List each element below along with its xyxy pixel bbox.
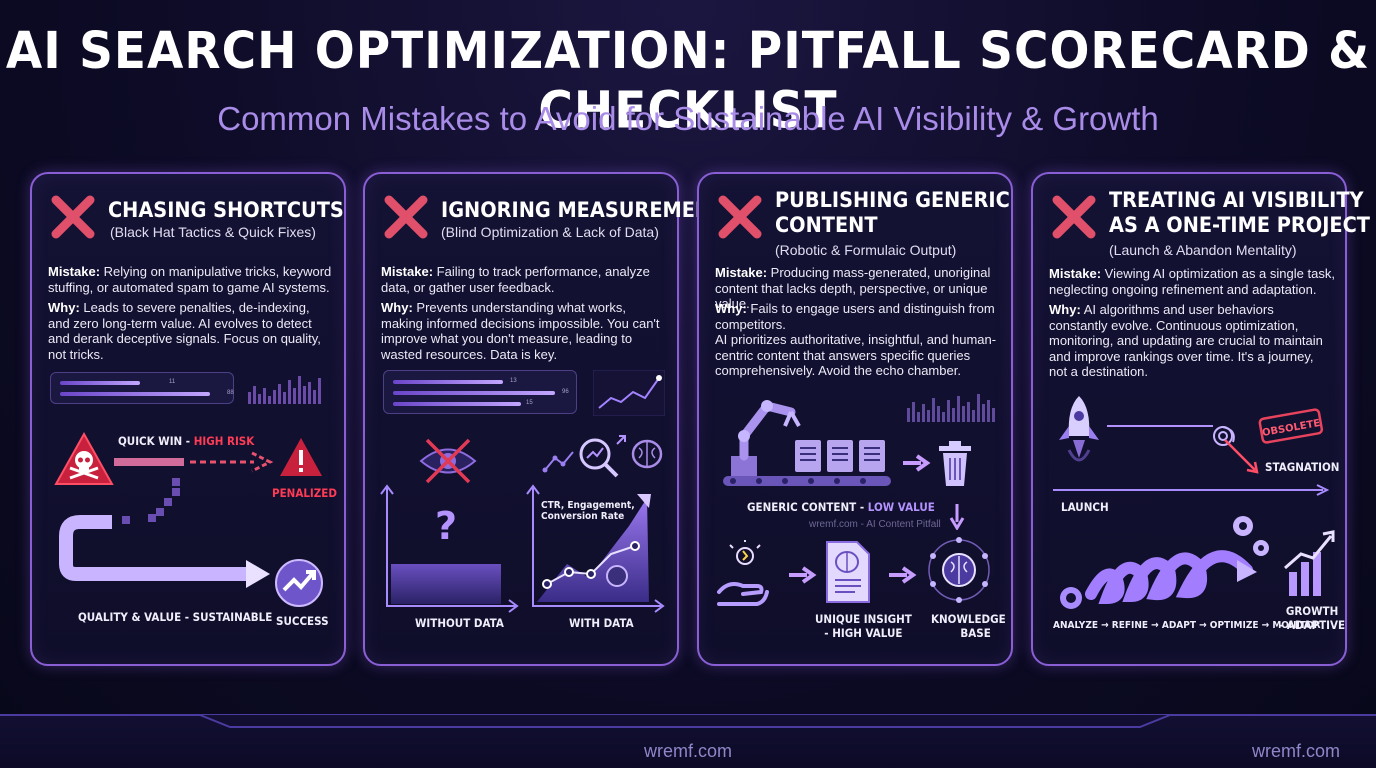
arrow-right-icon [903, 454, 931, 472]
x-mark-icon [718, 195, 762, 239]
growth-label: GROWTH - ADAPTIVE [1279, 604, 1346, 632]
with-data-chart [526, 484, 665, 613]
footer-url-right[interactable]: wremf.com [1252, 741, 1341, 761]
card-subtitle: (Blind Optimization & Lack of Data) [441, 224, 659, 240]
mistake-text: Mistake: Relying on manipulative tricks,… [48, 264, 332, 295]
footer: wremf.com wremf.com [0, 714, 1376, 768]
arrow-right-icon [889, 566, 917, 584]
stagnation-path [1107, 425, 1259, 474]
penalized-label: PENALIZED [272, 486, 337, 500]
mini-bar-chart: 13 96 15 [383, 370, 577, 414]
arrow-down-icon [949, 504, 965, 530]
x-mark-icon [1052, 195, 1096, 239]
card-ignoring-measurement: IGNORING MEASUREMENT (Blind Optimization… [363, 172, 724, 666]
blind-eye-icon [419, 438, 477, 484]
sparkline-bars-icon [907, 394, 995, 422]
mistake-text: Mistake: Producing mass-generated, unori… [715, 265, 991, 311]
generic-content-label: GENERIC CONTENT - LOW VALUE [747, 500, 935, 514]
card-title: IGNORING MEASUREMENT [441, 198, 725, 222]
footer-url-center[interactable]: wremf.com [644, 741, 733, 761]
warning-icon [280, 438, 322, 476]
mistake-text: Mistake: Viewing AI optimization as a si… [1049, 266, 1335, 297]
trash-icon [939, 441, 971, 486]
arrow-right-icon [789, 566, 817, 584]
knowledge-base-label: KNOWLEDGE BASE [931, 612, 1006, 640]
metrics-label: CTR, Engagement, Conversion Rate [541, 500, 635, 522]
sustainable-path-arrow [59, 478, 270, 588]
timeline-arrow [1053, 484, 1330, 496]
watermark: wremf.com - AI Content Pitfall [809, 519, 941, 530]
card-subtitle: (Robotic & Formulaic Output) [775, 242, 957, 258]
continuous-loop-icon [1060, 516, 1335, 609]
robot-arm-conveyor-icon [723, 400, 891, 486]
x-mark-icon [51, 195, 95, 239]
why-text: Why: Leads to severe penalties, de-index… [48, 300, 321, 362]
mistake-text: Mistake: Failing to track performance, a… [381, 264, 650, 295]
why-text: Why: AI algorithms and user behaviors co… [1049, 302, 1323, 379]
rocket-icon [1059, 396, 1099, 462]
with-data-label: WITH DATA [569, 616, 634, 630]
trend-line-icon [593, 370, 665, 416]
risky-path-arrow [114, 451, 274, 473]
cycle-label: ANALYZE → REFINE → ADAPT → OPTIMIZE → MO… [1053, 620, 1321, 631]
page-subtitle: Common Mistakes to Avoid for Sustainable… [217, 100, 1159, 137]
why-text: Why: Prevents understanding what works, … [381, 300, 660, 362]
card-subtitle: (Black Hat Tactics & Quick Fixes) [110, 224, 316, 240]
card-publishing-generic-content: PUBLISHING GENERIC CONTENT (Robotic & For… [697, 172, 1013, 666]
knowledge-base-brain-icon [928, 537, 990, 603]
card-one-time-project: TREATING AI VISIBILITY AS A ONE-TIME PROJ… [1031, 172, 1370, 666]
footer-frame-lines [0, 714, 1376, 728]
mini-bar-chart: 11 88 [50, 372, 234, 404]
launch-label: LAUNCH [1061, 500, 1109, 514]
card-title: TREATING AI VISIBILITY AS A ONE-TIME PROJ… [1109, 188, 1370, 237]
sparkline-bars-icon [248, 376, 321, 404]
idea-hand-icon [717, 540, 769, 606]
obsolete-stamp: OBSOLETE [1258, 408, 1324, 444]
page-title: AI SEARCH OPTIMIZATION: PITFALL SCORECAR… [5, 21, 1371, 141]
card-subtitle: (Launch & Abandon Mentality) [1109, 242, 1297, 258]
card-chasing-shortcuts: CHASING SHORTCUTS (Black Hat Tactics & Q… [30, 172, 346, 666]
success-icon [275, 559, 323, 607]
stagnation-label: STAGNATION [1265, 460, 1340, 474]
skull-warning-icon [54, 431, 114, 485]
obsolete-text: OBSOLETE [1261, 418, 1321, 439]
analytics-brain-icons [542, 435, 663, 478]
card-title: CHASING SHORTCUTS [108, 198, 344, 222]
question-mark: ? [435, 504, 458, 548]
without-data-label: WITHOUT DATA [415, 616, 504, 630]
quick-win-label: QUICK WIN - HIGH RISK [118, 434, 255, 448]
success-label: SUCCESS [276, 614, 329, 628]
why-text: Why: Fails to engage users and distingui… [715, 301, 997, 378]
unique-insight-label: UNIQUE INSIGHT - HIGH VALUE [815, 612, 912, 640]
insight-document-icon [826, 541, 870, 603]
x-mark-icon [384, 195, 428, 239]
without-data-chart [380, 484, 519, 613]
quality-label: QUALITY & VALUE - SUSTAINABLE [78, 610, 273, 624]
card-title: PUBLISHING GENERIC CONTENT [775, 188, 1010, 237]
